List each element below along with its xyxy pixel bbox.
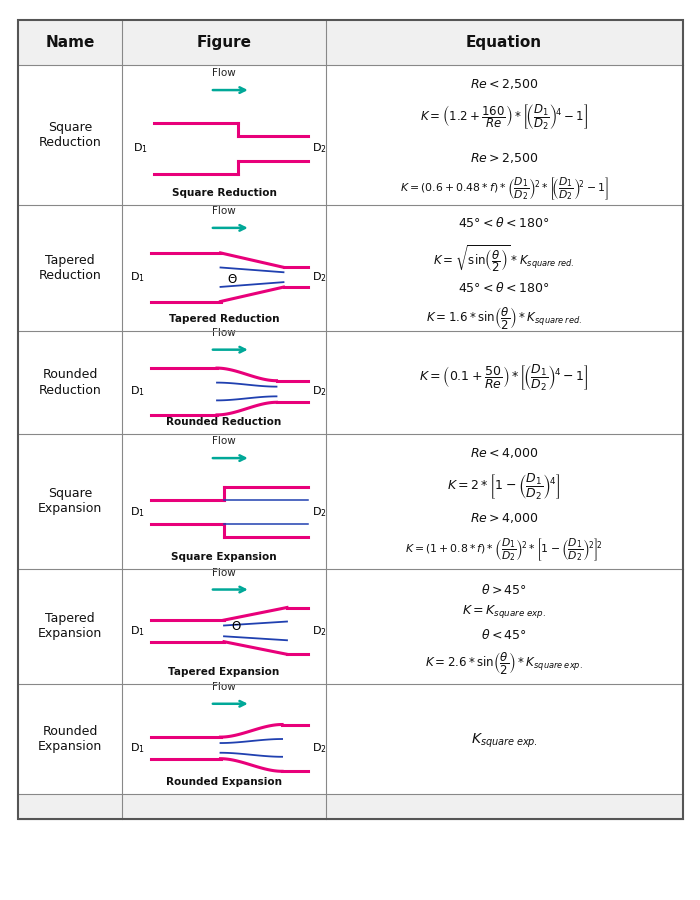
Text: Rounded Expansion: Rounded Expansion [166,777,282,787]
Text: Square Expansion: Square Expansion [172,552,276,562]
Text: $Re < 4{,}000$: $Re < 4{,}000$ [470,446,538,461]
Text: Tapered Expansion: Tapered Expansion [169,667,279,677]
Text: $\Theta$: $\Theta$ [227,274,238,286]
Text: Tapered Reduction: Tapered Reduction [169,314,279,324]
Text: $K = 1.6 * \sin\!\left(\dfrac{\theta}{2}\right) * K_{square\;red.}$: $K = 1.6 * \sin\!\left(\dfrac{\theta}{2}… [426,305,582,331]
Text: $K = \left(1.2 + \dfrac{160}{Re}\right) * \left[\!\left(\dfrac{D_1}{D_2}\right)^: $K = \left(1.2 + \dfrac{160}{Re}\right) … [420,103,588,132]
Text: D$_2$: D$_2$ [312,141,327,156]
Text: $K = K_{square\;exp.}$: $K = K_{square\;exp.}$ [462,603,546,620]
Text: Figure: Figure [197,35,251,50]
Text: D$_2$: D$_2$ [312,624,327,638]
Bar [18,794,682,819]
Text: Rounded Reduction: Rounded Reduction [167,417,281,427]
Text: $K = \left(0.1 + \dfrac{50}{Re}\right) * \left[\!\left(\dfrac{D_1}{D_2}\right)^{: $K = \left(0.1 + \dfrac{50}{Re}\right) *… [419,363,589,392]
Text: $Re > 2{,}500$: $Re > 2{,}500$ [470,151,538,166]
Text: Flow: Flow [212,328,236,338]
Text: $K_{square\;exp.}$: $K_{square\;exp.}$ [470,732,538,750]
Text: Tapered
Reduction: Tapered Reduction [38,254,102,283]
Text: Flow: Flow [212,436,236,446]
Text: $\Theta$: $\Theta$ [231,620,242,633]
Text: D$_2$: D$_2$ [312,505,327,519]
Text: D$_2$: D$_2$ [312,741,327,755]
Text: Rounded
Expansion: Rounded Expansion [38,724,102,753]
Text: $Re < 2{,}500$: $Re < 2{,}500$ [470,77,538,92]
Text: $\theta > 45°$: $\theta > 45°$ [481,583,527,598]
Text: $K = 2.6 * \sin\!\left(\dfrac{\theta}{2}\right) * K_{square\;exp.}$: $K = 2.6 * \sin\!\left(\dfrac{\theta}{2}… [425,650,583,676]
Text: D$_2$: D$_2$ [312,270,327,284]
Text: $K = \sqrt{\sin\!\left(\dfrac{\theta}{2}\right)} * K_{square\;red.}$: $K = \sqrt{\sin\!\left(\dfrac{\theta}{2}… [433,243,575,274]
Bar [18,20,682,819]
Text: $\theta < 45°$: $\theta < 45°$ [481,628,527,643]
Text: D$_1$: D$_1$ [130,270,145,284]
Text: $K = (1 + 0.8 * f) * \left(\dfrac{D_1}{D_2}\right)^{\!2} * \left[1 - \left(\dfra: $K = (1 + 0.8 * f) * \left(\dfrac{D_1}{D… [405,536,603,563]
Text: D$_1$: D$_1$ [134,141,148,156]
Text: Equation: Equation [466,35,542,50]
Text: Flow: Flow [212,682,236,692]
Text: Tapered
Expansion: Tapered Expansion [38,612,102,641]
Text: Name: Name [46,35,94,50]
Text: D$_1$: D$_1$ [130,505,145,519]
Text: Flow: Flow [212,568,236,578]
Text: $45° < \theta < 180°$: $45° < \theta < 180°$ [458,281,550,295]
Bar [18,20,682,65]
Text: $K = 2 * \left[1 - \left(\dfrac{D_1}{D_2}\right)^{\!4}\right]$: $K = 2 * \left[1 - \left(\dfrac{D_1}{D_2… [447,472,561,501]
Text: D$_1$: D$_1$ [130,384,145,399]
Text: D$_1$: D$_1$ [130,741,145,755]
Text: $Re > 4{,}000$: $Re > 4{,}000$ [470,511,538,526]
Text: Square
Reduction: Square Reduction [38,121,102,149]
Text: D$_1$: D$_1$ [130,624,145,638]
Text: D$_2$: D$_2$ [312,384,327,399]
Text: $K = (0.6 + 0.48 * f) * \left(\dfrac{D_1}{D_2}\right)^{\!2} * \left[\!\left(\dfr: $K = (0.6 + 0.48 * f) * \left(\dfrac{D_1… [400,175,608,202]
Text: Flow: Flow [212,206,236,216]
Text: Flow: Flow [212,68,236,78]
Text: Rounded
Reduction: Rounded Reduction [38,368,102,397]
Text: Square
Expansion: Square Expansion [38,487,102,516]
Text: $45° < \theta < 180°$: $45° < \theta < 180°$ [458,216,550,230]
Text: Square Reduction: Square Reduction [172,188,276,198]
